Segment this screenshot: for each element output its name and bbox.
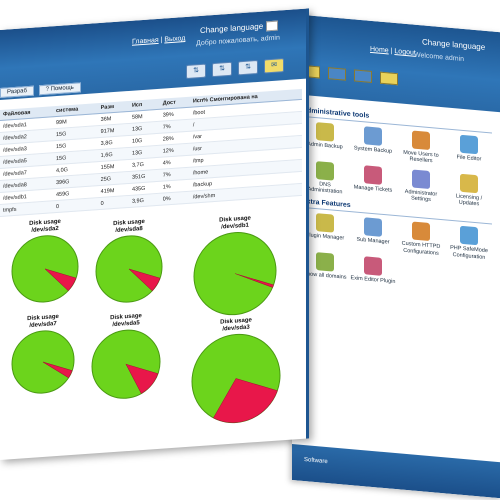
admin-tools-grid: Admin Backup System Backup Move Users to R… — [302, 121, 492, 209]
tool-label: Custom HTTPD Configurations — [401, 240, 441, 257]
tool-icon — [412, 169, 430, 189]
pie-used-slice — [42, 362, 73, 379]
disk-usage-pie: Disk usage/dev/sdb1 — [182, 213, 288, 324]
pie-svg — [91, 329, 161, 400]
tool-label: Administrator Settings — [404, 188, 438, 204]
pie-svg — [11, 235, 79, 303]
tab-help-label: Помощь — [50, 84, 74, 93]
disk-table: Файловая система Разм Исп Дост Исп% Смонтиров… — [0, 88, 302, 217]
pie-used-slice — [234, 273, 274, 289]
change-language-select[interactable]: Change language — [200, 20, 279, 36]
pie-svg — [191, 334, 281, 424]
back-change-language[interactable]: Change language — [422, 37, 486, 52]
tool-item[interactable]: Sub Manager — [350, 216, 396, 253]
home-link[interactable]: Главная — [132, 36, 159, 46]
tool-icon — [316, 122, 334, 142]
tool-item[interactable]: Custom HTTPD Configurations — [398, 221, 444, 258]
tool-item[interactable]: Manage Tickets — [350, 164, 396, 201]
table-cell: 0 — [53, 197, 98, 213]
disk-usage-pie: Disk usage/dev/sda2 — [0, 217, 90, 311]
tool-icon — [316, 160, 334, 181]
tool-item[interactable]: System Backup — [350, 125, 396, 162]
tool-icon — [412, 130, 430, 151]
tool-icon — [316, 251, 334, 272]
logout-link[interactable]: Выход — [164, 35, 186, 44]
table-cell: 0% — [159, 191, 190, 206]
tool-item[interactable]: Move Users to Resellers — [398, 129, 444, 166]
change-language-label: Change language — [200, 21, 264, 36]
pie-used-slice — [128, 269, 161, 292]
tab-develop[interactable]: Разраб — [0, 85, 34, 98]
back-home-link[interactable]: Home — [370, 45, 389, 55]
back-logout-link[interactable]: Logout — [394, 47, 416, 57]
tool-item[interactable]: File Editor — [446, 133, 492, 170]
tool-item[interactable]: Administrator Settings — [398, 168, 444, 205]
pie-svg — [193, 232, 277, 316]
back-window-frame: Change language Home | Logout Welcome ad… — [292, 14, 500, 499]
mail-icon[interactable] — [380, 71, 398, 86]
table-body: /dev/sda1 99M 36M 58M 39%/boot/dev/sda2 15G 91… — [0, 99, 302, 217]
tool-item[interactable]: Licensing / Updates — [446, 172, 492, 209]
pie-svg — [95, 235, 163, 303]
tool-icon — [460, 134, 478, 155]
toolbar-button[interactable]: ⇅ — [212, 61, 232, 78]
tool-label: Manage Tickets — [353, 184, 393, 194]
tool-item[interactable]: Exim Editor Plugin — [350, 255, 396, 285]
chevron-down-icon[interactable] — [266, 20, 279, 32]
mail-icon[interactable]: ✉ — [264, 58, 284, 74]
toolbar-icon[interactable] — [354, 69, 372, 83]
table-cell: tmpfs — [0, 200, 53, 217]
welcome-text: Добро пожаловать, admin — [196, 34, 280, 48]
tool-icon — [364, 256, 382, 276]
tool-icon — [460, 225, 478, 246]
disk-usage-pie: Disk usage/dev/sda5 — [80, 311, 172, 407]
pie-used-slice — [125, 364, 159, 395]
disk-usage-pie: Disk usage/dev/sda7 — [0, 312, 86, 402]
tool-label: File Editor — [456, 154, 482, 163]
back-welcome-text: Welcome admin — [414, 51, 465, 64]
tool-item[interactable]: PHP SafeMode Configuration — [446, 225, 492, 262]
tool-label: Sub Manager — [356, 236, 390, 246]
tool-label: Exim Editor Plugin — [350, 274, 396, 285]
pie-used-slice — [44, 268, 77, 292]
extra-features-grid: Plugin Manager Sub Manager Custom HTTPD Co… — [302, 212, 492, 294]
table-cell: 3,9G — [128, 193, 160, 208]
front-window: Change language Главная | Выход Добро по… — [0, 8, 309, 461]
disk-usage-pie: Disk usage/dev/sda3 — [180, 315, 292, 432]
front-window-frame: Change language Главная | Выход Добро по… — [0, 8, 309, 461]
tool-label: System Backup — [353, 145, 393, 155]
back-window: Change language Home | Logout Welcome ad… — [292, 0, 500, 500]
toolbar-button[interactable]: ⇅ — [186, 63, 206, 79]
tool-icon — [460, 173, 478, 193]
back-nav-links: Home | Logout — [370, 45, 416, 57]
disk-usage-charts: Disk usage/dev/sda2 Disk usage/dev/sda8 Di… — [0, 202, 300, 460]
tool-icon — [364, 164, 382, 185]
toolbar-icon[interactable] — [328, 67, 346, 81]
back-footer: Software — [292, 444, 500, 499]
tool-label: PHP SafeMode Configuration — [450, 245, 488, 261]
table-cell: 0 — [97, 195, 129, 210]
front-nav-links: Главная | Выход — [132, 35, 186, 46]
tool-icon — [364, 126, 382, 146]
tool-icon — [316, 213, 334, 233]
tool-label: Licensing / Updates — [455, 192, 483, 208]
tab-help[interactable]: ? Помощь — [38, 82, 81, 96]
disk-usage-pie: Disk usage/dev/sda8 — [84, 217, 174, 311]
pie-used-slice — [213, 378, 278, 424]
tool-icon — [412, 221, 430, 242]
pie-svg — [11, 330, 75, 394]
tool-icon — [364, 217, 382, 238]
toolbar-button[interactable]: ⇅ — [238, 59, 258, 76]
tool-label: Move Users to Resellers — [403, 149, 439, 165]
